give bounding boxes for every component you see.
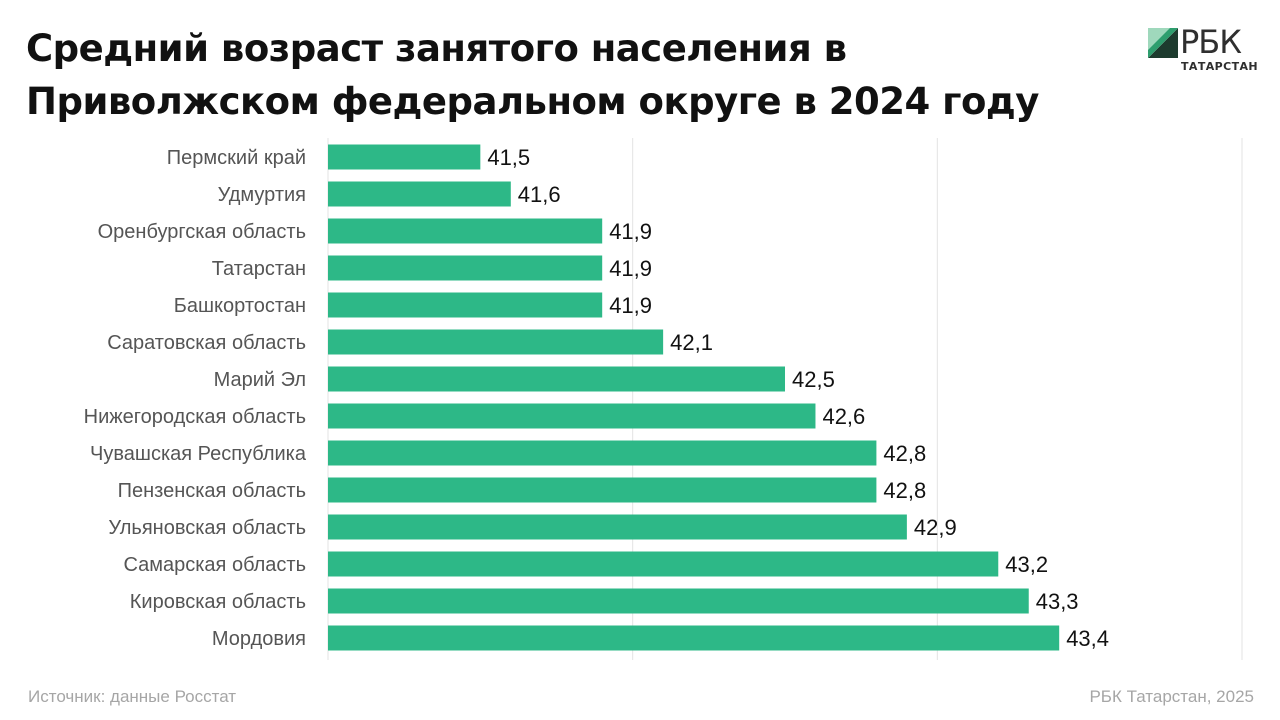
bar [328, 218, 603, 244]
category-label: Пермский край [167, 147, 306, 169]
value-label: 41,9 [609, 219, 652, 244]
bar [328, 625, 1060, 651]
value-label: 42,8 [883, 478, 926, 503]
category-label: Кировская область [130, 591, 306, 613]
category-label: Оренбургская область [98, 221, 306, 243]
bar [328, 551, 999, 577]
bar [328, 292, 603, 318]
category-label: Пензенская область [118, 480, 306, 502]
category-label: Башкортостан [174, 295, 306, 317]
bar [328, 588, 1029, 614]
value-label: 41,6 [518, 182, 561, 207]
bar [328, 440, 877, 466]
rbc-logo-text: РБК [1180, 23, 1242, 61]
value-label-layer: 41,5 41,6 41,9 41,9 41,9 42,1 42,5 42,6 42,8 42,8… [487, 145, 1109, 651]
category-label: Ульяновская область [108, 517, 306, 539]
category-label: Татарстан [212, 258, 306, 280]
value-label: 41,9 [609, 256, 652, 281]
bar [328, 403, 816, 429]
rbc-logo: РБК ТАТАРСТАН [1148, 24, 1258, 78]
category-label: Нижегородская область [84, 406, 306, 428]
logo-mark-mid [1148, 28, 1178, 58]
value-label: 42,6 [822, 404, 865, 429]
bar-layer [328, 144, 1060, 651]
category-label: Чувашская Республика [90, 443, 307, 465]
category-label: Самарская область [123, 554, 306, 576]
value-label: 41,5 [487, 145, 530, 170]
value-label: 43,4 [1066, 626, 1109, 651]
grid-layer [327, 138, 1243, 660]
value-label: 42,5 [792, 367, 835, 392]
credit-note: РБК Татарстан, 2025 [1089, 687, 1254, 706]
category-label: Мордовия [212, 628, 306, 650]
value-label: 42,8 [883, 441, 926, 466]
value-label: 41,9 [609, 293, 652, 318]
bar [328, 477, 877, 503]
bar [328, 144, 481, 170]
rbc-logo-subtitle: ТАТАРСТАН [1181, 60, 1258, 73]
bar [328, 255, 603, 281]
rbc-logo-icon [1148, 28, 1178, 58]
bar [328, 514, 907, 540]
bar [328, 329, 664, 355]
chart-title: Средний возраст занятого населения в При… [26, 27, 1039, 123]
category-label: Марий Эл [214, 369, 306, 391]
source-note: Источник: данные Росстат [28, 687, 237, 706]
value-label: 42,1 [670, 330, 713, 355]
bar [328, 366, 785, 392]
category-label: Удмуртия [218, 184, 306, 206]
bar [328, 181, 511, 207]
value-label: 43,3 [1036, 589, 1079, 614]
value-label: 43,2 [1005, 552, 1048, 577]
category-label: Саратовская область [107, 332, 306, 354]
value-label: 42,9 [914, 515, 957, 540]
category-label-layer: Пермский край Удмуртия Оренбургская област… [84, 147, 307, 650]
